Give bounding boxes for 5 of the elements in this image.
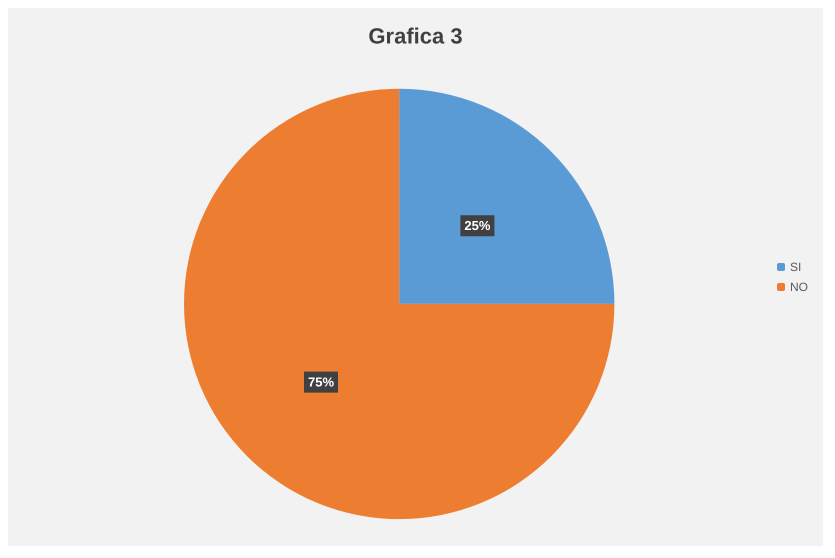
legend-label: NO (790, 280, 808, 294)
data-label: 75% (308, 374, 334, 390)
chart-title: Grafica 3 (368, 24, 463, 48)
legend-label: SI (790, 260, 802, 274)
data-label: 25% (464, 218, 491, 234)
